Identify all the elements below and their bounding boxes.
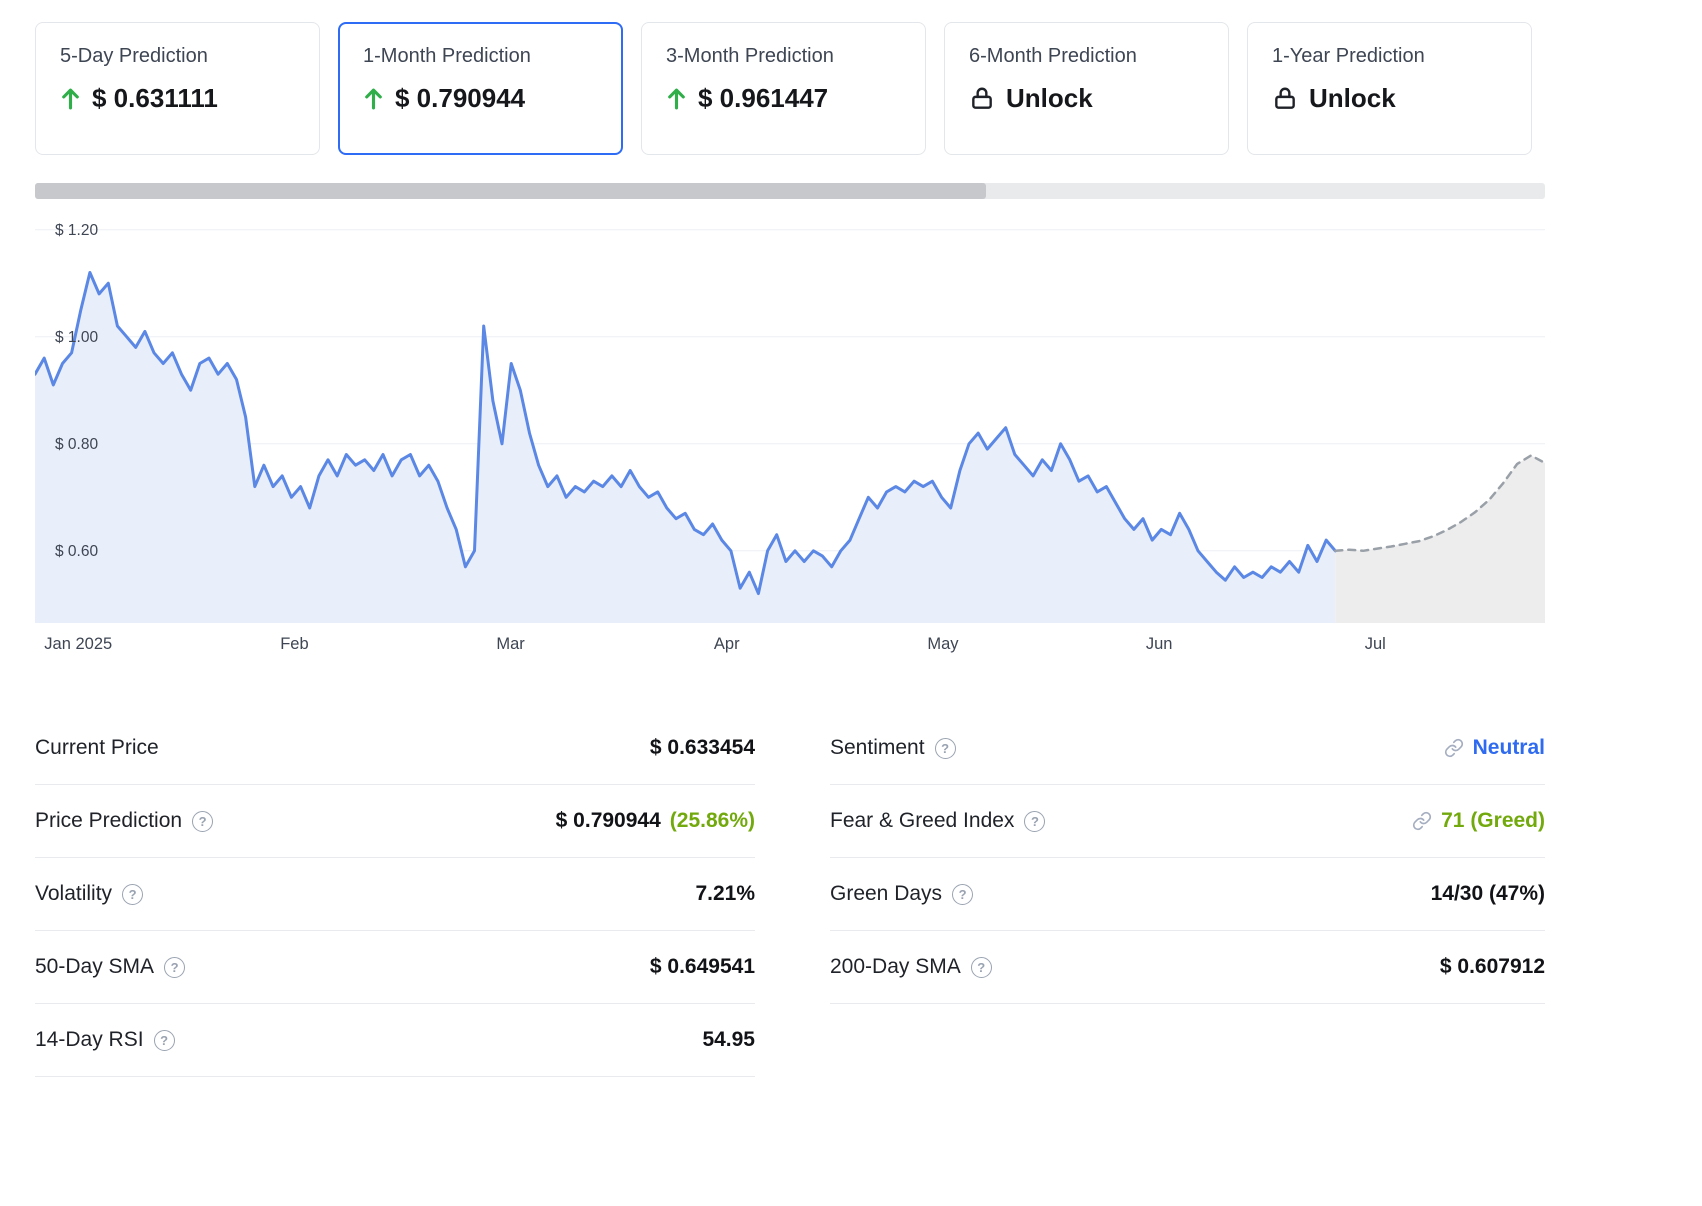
price-forecast-line [1334, 454, 1547, 553]
fear-greed-value[interactable]: 71 (Greed) [1412, 809, 1545, 833]
stat-label: 14-Day RSI [35, 1028, 175, 1052]
stat-label-text: Fear & Greed Index [830, 809, 1015, 832]
stat-label-text: 14-Day RSI [35, 1028, 144, 1051]
volatility-value: 7.21% [695, 882, 755, 905]
stat-row-14-day-rsi: 14-Day RSI 54.95 [35, 1004, 755, 1077]
card-value-text: $ 0.631111 [92, 83, 218, 113]
rsi-14-value: 54.95 [702, 1028, 755, 1051]
help-icon[interactable] [934, 737, 956, 759]
stat-label-text: 50-Day SMA [35, 955, 155, 978]
stat-label: Fear & Greed Index [830, 809, 1046, 833]
card-value-text: Unlock [1309, 83, 1396, 113]
stat-row-volatility: Volatility 7.21% [35, 858, 755, 931]
card-value-text: $ 0.790944 [395, 83, 526, 113]
price-prediction-amount: $ 0.790944 [555, 809, 661, 832]
stat-row-200-day-sma: 200-Day SMA $ 0.607912 [830, 931, 1545, 1004]
sentiment-link-text[interactable]: Neutral [1472, 736, 1545, 759]
stat-label-text: Green Days [830, 882, 943, 905]
x-axis-label: Jan 2025 [44, 635, 112, 653]
card-value: $ 0.631111 [60, 83, 295, 114]
stat-row-50-day-sma: 50-Day SMA $ 0.649541 [35, 931, 755, 1004]
card-value: Unlock [969, 83, 1204, 114]
stat-row-price-prediction: Price Prediction $ 0.790944 (25.86%) [35, 785, 755, 858]
x-axis-label: Jun [1146, 635, 1173, 653]
price-prediction-value: $ 0.790944 (25.86%) [556, 809, 755, 833]
stat-label-text: Sentiment [830, 736, 925, 759]
card-value: $ 0.790944 [363, 83, 598, 114]
x-axis-label: Jul [1365, 635, 1386, 653]
stat-label: 50-Day SMA [35, 955, 186, 979]
current-price-value: $ 0.633454 [649, 736, 755, 759]
prediction-card-5-day[interactable]: 5-Day Prediction $ 0.631111 [35, 22, 320, 155]
help-icon[interactable] [164, 956, 186, 978]
sma-200-value: $ 0.607912 [1439, 955, 1545, 978]
stat-label-text: Volatility [35, 882, 113, 905]
help-icon[interactable] [122, 883, 144, 905]
x-axis-label: May [927, 635, 959, 653]
card-value: Unlock [1272, 83, 1507, 114]
help-icon[interactable] [970, 956, 992, 978]
stat-label-text: Current Price [35, 736, 159, 759]
stat-label: Green Days [830, 882, 974, 906]
chart-scrollbar-thumb[interactable] [35, 183, 987, 199]
card-title: 6-Month Prediction [969, 45, 1137, 67]
y-axis-label: $ 0.80 [55, 436, 98, 453]
stat-row-current-price: Current Price $ 0.633454 [35, 712, 755, 785]
prediction-cards: 5-Day Prediction $ 0.631111 1-Month Pred… [35, 22, 1532, 155]
card-value-text: $ 0.961447 [698, 83, 829, 113]
arrow-up-icon [365, 88, 382, 110]
card-value-text: Unlock [1006, 83, 1093, 113]
green-days-value: 14/30 (47%) [1430, 882, 1545, 905]
stat-row-green-days: Green Days 14/30 (47%) [830, 858, 1545, 931]
arrow-up-icon [62, 88, 79, 110]
stat-label: Volatility [35, 882, 144, 906]
stat-label-text: Price Prediction [35, 809, 183, 832]
prediction-card-1-month[interactable]: 1-Month Prediction $ 0.790944 [338, 22, 623, 155]
lock-icon [972, 87, 992, 109]
stats-column-right: Sentiment Neutral Fear & Greed Index 71 … [830, 712, 1545, 1077]
card-value: $ 0.961447 [666, 83, 901, 114]
y-axis-label: $ 1.00 [55, 329, 98, 346]
x-axis-label: Apr [714, 635, 740, 653]
link-icon [1413, 811, 1432, 831]
help-icon[interactable] [1024, 810, 1046, 832]
stat-row-sentiment: Sentiment Neutral [830, 712, 1545, 785]
price-history-line [33, 271, 1337, 596]
fear-greed-link-text[interactable]: 71 (Greed) [1441, 809, 1545, 832]
stat-row-fear-greed: Fear & Greed Index 71 (Greed) [830, 785, 1545, 858]
help-icon[interactable] [192, 810, 214, 832]
card-title: 1-Month Prediction [363, 45, 531, 67]
card-title: 1-Year Prediction [1272, 45, 1425, 67]
stat-label: Price Prediction [35, 809, 214, 833]
x-axis-label: Mar [496, 635, 525, 653]
prediction-card-6-month[interactable]: 6-Month Prediction Unlock [944, 22, 1229, 155]
x-axis-label: Feb [280, 635, 308, 653]
prediction-card-3-month[interactable]: 3-Month Prediction $ 0.961447 [641, 22, 926, 155]
prediction-card-1-year[interactable]: 1-Year Prediction Unlock [1247, 22, 1532, 155]
stat-label: 200-Day SMA [830, 955, 992, 979]
arrow-up-icon [668, 88, 685, 110]
lock-icon [1275, 87, 1295, 109]
y-axis-label: $ 1.20 [55, 222, 98, 239]
chart-scrollbar[interactable] [35, 183, 1545, 199]
card-title: 5-Day Prediction [60, 45, 208, 67]
link-icon [1444, 738, 1463, 758]
price-prediction-percent: (25.86%) [669, 809, 755, 832]
stat-label: Sentiment [830, 736, 956, 760]
y-axis-label: $ 0.60 [55, 543, 98, 560]
sentiment-value[interactable]: Neutral [1444, 736, 1545, 760]
sma-50-value: $ 0.649541 [649, 955, 755, 978]
help-icon[interactable] [153, 1029, 175, 1051]
stats-column-left: Current Price $ 0.633454 Price Predictio… [35, 712, 755, 1077]
card-title: 3-Month Prediction [666, 45, 834, 67]
chart-area: $ 1.20 $ 1.00 $ 0.80 $ 0.60 Jan 2025 Feb Mar Ap… [33, 205, 1547, 665]
stats-section: Current Price $ 0.633454 Price Predictio… [35, 712, 1667, 1077]
price-chart[interactable]: $ 1.20 $ 1.00 $ 0.80 $ 0.60 Jan 2025 Feb Mar Ap… [33, 205, 1547, 665]
stat-label-text: 200-Day SMA [830, 955, 961, 978]
help-icon[interactable] [952, 883, 974, 905]
price-history-area [35, 272, 1336, 623]
stat-label: Current Price [35, 736, 159, 760]
price-forecast-area [1335, 455, 1545, 623]
